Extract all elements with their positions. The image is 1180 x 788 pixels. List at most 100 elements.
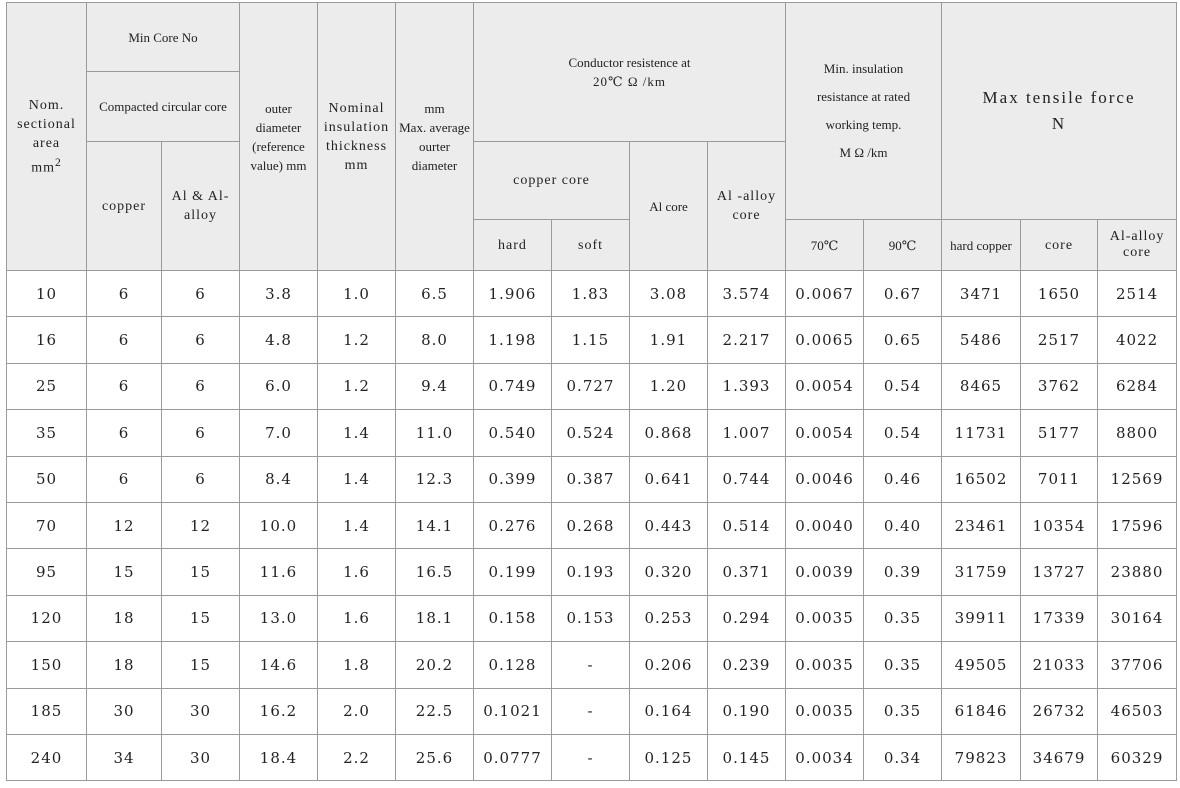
table-cell: 0.294 xyxy=(706,594,787,643)
table-cell: 12 xyxy=(161,501,240,550)
table-cell: 0.193 xyxy=(551,548,630,596)
table-cell: 34 xyxy=(86,733,162,782)
table-cell: 1.91 xyxy=(629,316,708,364)
table-cell: 20.2 xyxy=(395,641,474,689)
table-cell: 4.8 xyxy=(239,316,318,364)
table-cell: 23461 xyxy=(941,501,1022,550)
table-cell: - xyxy=(551,641,630,689)
table-cell: 2517 xyxy=(1020,316,1099,364)
header-outer-diameter: outer diameter (reference value) mm xyxy=(239,2,318,271)
table-cell: 1.4 xyxy=(317,455,396,503)
table-cell: 0.39 xyxy=(863,548,943,596)
table-cell: 0.128 xyxy=(473,641,552,689)
table-cell: 0.514 xyxy=(706,501,787,550)
table-cell: 0.206 xyxy=(629,641,708,689)
table-cell: 39911 xyxy=(941,594,1022,643)
table-cell: 3.8 xyxy=(239,269,318,318)
table-cell: 15 xyxy=(161,641,240,689)
header-max-avg-unit: mm xyxy=(424,100,445,116)
table-cell: 15 xyxy=(86,548,162,596)
header-copper-core: copper core xyxy=(473,141,630,220)
table-cell: 0.268 xyxy=(551,501,630,550)
table-cell: 11.0 xyxy=(395,409,474,457)
header-min-insulation-resistance: Min. insulation resistance at rated work… xyxy=(785,2,943,220)
table-cell: 6 xyxy=(86,409,162,457)
table-cell: - xyxy=(551,733,630,782)
header-soft: soft xyxy=(551,219,630,271)
table-cell: 0.35 xyxy=(863,594,943,643)
table-cell: 16.2 xyxy=(239,687,318,735)
table-cell: 0.371 xyxy=(706,548,787,596)
table-cell: 10.0 xyxy=(239,501,318,550)
table-row: 16 6 6 4.8 1.2 8.0 1.198 1.15 1.91 2.217 0.0065 0.6… xyxy=(6,316,1178,364)
table-cell: 0.46 xyxy=(863,455,943,503)
header-nom-unit: mm2 xyxy=(9,153,84,178)
table-cell: 8.0 xyxy=(395,316,474,364)
table-cell: 0.0039 xyxy=(785,548,865,596)
table-cell: 8465 xyxy=(941,362,1022,411)
table-cell: 12569 xyxy=(1097,455,1178,503)
table-cell: 0.0035 xyxy=(785,641,865,689)
table-row: 70 12 12 10.0 1.4 14.1 0.276 0.268 0.443 0.514 0.0… xyxy=(6,501,1178,550)
table-cell: 11.6 xyxy=(239,548,318,596)
table-cell: 1.393 xyxy=(706,362,787,411)
header-compacted-circular-core: Compacted circular core xyxy=(86,71,240,142)
table-cell: 6.5 xyxy=(395,269,474,318)
table-row: 10 6 6 3.8 1.0 6.5 1.906 1.83 3.08 3.574 0.0067 0.6… xyxy=(6,269,1178,318)
table-cell: 0.276 xyxy=(473,501,552,550)
table-cell: 5177 xyxy=(1020,409,1099,457)
table-cell: 30 xyxy=(86,687,162,735)
table-cell: 61846 xyxy=(941,687,1022,735)
table-cell: 16.5 xyxy=(395,548,474,596)
header-temp-70: 70℃ xyxy=(785,219,865,271)
table-cell: 6284 xyxy=(1097,362,1178,411)
table-cell: 14.6 xyxy=(239,641,318,689)
table-cell: 6 xyxy=(161,316,240,364)
table-cell: 1.4 xyxy=(317,501,396,550)
table-cell: 6 xyxy=(86,269,162,318)
table-cell: 7.0 xyxy=(239,409,318,457)
header-hard-copper: hard copper xyxy=(941,219,1022,271)
table-cell: 6 xyxy=(86,316,162,364)
table-cell: 0.641 xyxy=(629,455,708,503)
table-cell: 240 xyxy=(6,733,87,782)
table-cell: 30164 xyxy=(1097,594,1178,643)
table-cell: 1650 xyxy=(1020,269,1099,318)
header-max-tensile-label: Max tensile force xyxy=(982,88,1136,107)
table-cell: 3.574 xyxy=(706,269,787,318)
table-cell: 150 xyxy=(6,641,87,689)
table-cell: 1.8 xyxy=(317,641,396,689)
header-min-ins-unit: M Ω /km xyxy=(839,145,888,160)
table-cell: 25.6 xyxy=(395,733,474,782)
table-cell: 0.239 xyxy=(706,641,787,689)
header-max-average-outer-diameter: mm Max. average ourter diameter xyxy=(395,2,474,271)
header-conductor-resistence: Conductor resistence at 20℃ Ω /km xyxy=(472,2,787,142)
table-cell: 0.34 xyxy=(863,733,943,782)
table-cell: 0.35 xyxy=(863,687,943,735)
table-cell: 18 xyxy=(86,641,162,689)
table-cell: 34679 xyxy=(1020,733,1099,782)
table-cell: 70 xyxy=(6,501,87,550)
table-cell: 3471 xyxy=(941,269,1022,318)
table-cell: 0.868 xyxy=(629,409,708,457)
table-cell: 95 xyxy=(6,548,87,596)
table-cell: 0.0065 xyxy=(785,316,865,364)
header-max-tensile-unit: N xyxy=(1051,114,1067,133)
table-cell: 1.2 xyxy=(317,316,396,364)
table-cell: - xyxy=(551,687,630,735)
table-cell: 8800 xyxy=(1097,409,1178,457)
table-cell: 31759 xyxy=(941,548,1022,596)
table-cell: 12 xyxy=(86,501,162,550)
table-cell: 0.443 xyxy=(629,501,708,550)
table-cell: 0.0054 xyxy=(785,409,865,457)
table-cell: 1.6 xyxy=(317,594,396,643)
header-nom-line2: sectional xyxy=(17,116,76,132)
table-cell: 1.20 xyxy=(629,362,708,411)
table-row: 120 18 15 13.0 1.6 18.1 0.158 0.153 0.253 0.294 0.… xyxy=(6,594,1178,643)
header-nom-unit-sup: 2 xyxy=(54,155,62,169)
table-cell: 2.2 xyxy=(317,733,396,782)
table-cell: 16502 xyxy=(941,455,1022,503)
table-cell: 0.727 xyxy=(551,362,630,411)
table-cell: 0.749 xyxy=(473,362,552,411)
table-row: 95 15 15 11.6 1.6 16.5 0.199 0.193 0.320 0.371 0.0… xyxy=(6,548,1178,596)
